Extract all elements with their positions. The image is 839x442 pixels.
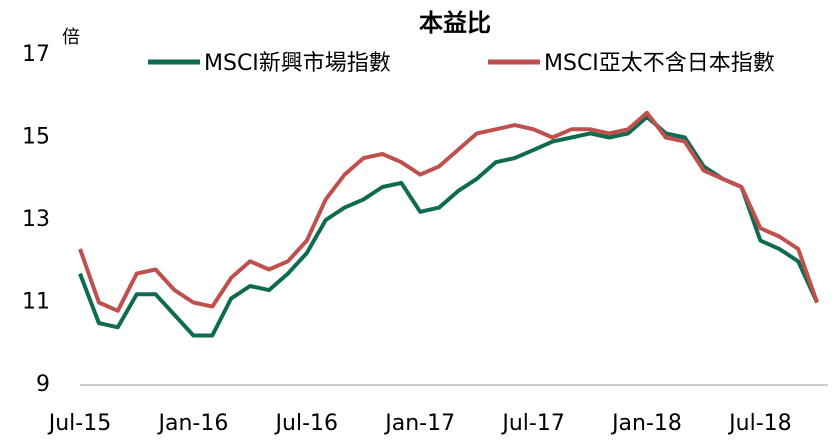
x-tick-label: Jan-16 xyxy=(156,411,228,436)
y-tick-label: 11 xyxy=(22,290,50,315)
legend-label: MSCI新興市場指數 xyxy=(204,51,391,76)
x-tick-label: Jul-17 xyxy=(500,411,564,436)
x-tick-label: Jul-18 xyxy=(727,411,791,436)
y-tick-label: 13 xyxy=(22,207,50,232)
chart-title: 本益比 xyxy=(419,9,491,37)
y-tick-label: 15 xyxy=(22,125,50,150)
x-tick-label: Jul-15 xyxy=(47,411,111,436)
y-tick-label: 9 xyxy=(36,372,50,397)
x-tick-label: Jul-16 xyxy=(274,411,338,436)
series-line xyxy=(78,114,819,338)
x-tick-label: Jan-17 xyxy=(383,411,455,436)
series-line xyxy=(78,110,819,313)
legend-label: MSCI亞太不含日本指數 xyxy=(544,51,775,76)
y-axis-label: 倍 xyxy=(62,27,80,48)
y-tick-label: 17 xyxy=(22,42,50,67)
x-tick-label: Jan-18 xyxy=(610,411,682,436)
